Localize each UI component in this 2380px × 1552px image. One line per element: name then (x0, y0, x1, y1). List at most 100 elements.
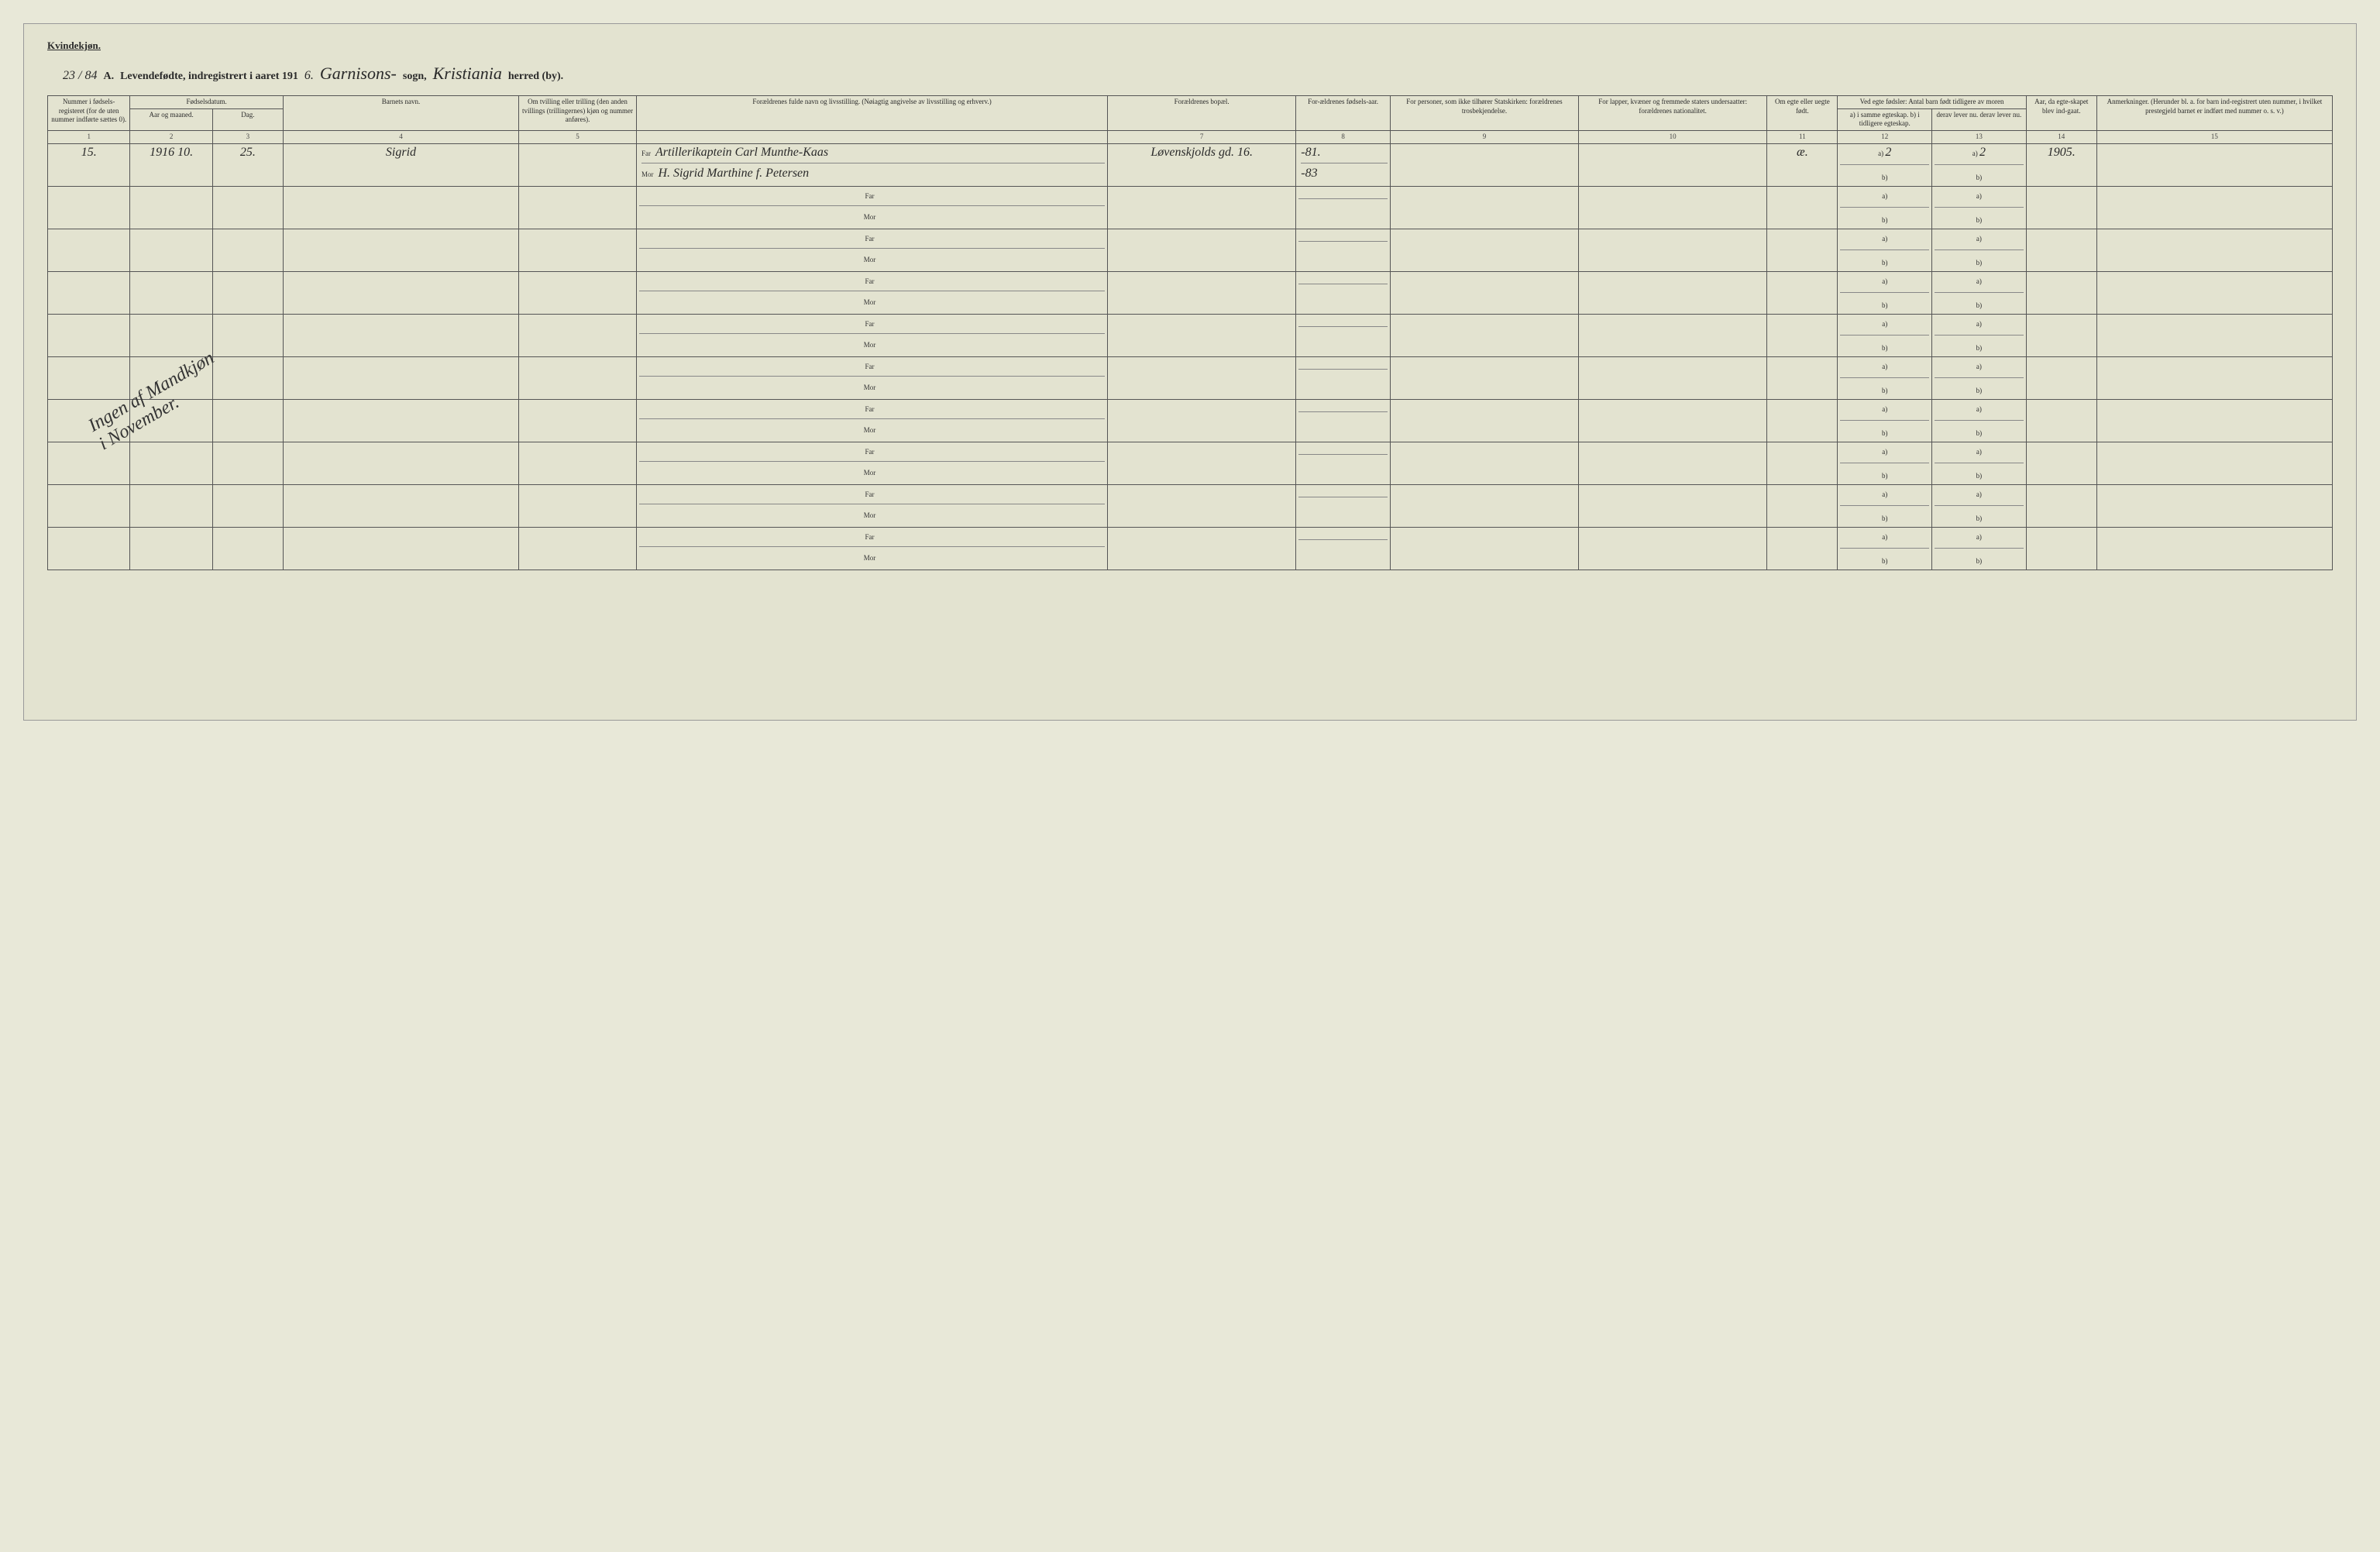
legitimacy (1767, 314, 1838, 356)
marriage-year (2026, 314, 2096, 356)
col-5-header: Om tvilling eller trilling (den anden tv… (519, 96, 637, 131)
row-number (48, 229, 130, 271)
child-name (283, 271, 518, 314)
parents-cell: Far Mor (637, 186, 1108, 229)
legitimacy (1767, 399, 1838, 442)
religion (1390, 399, 1578, 442)
table-row: Far Mor a) b) a) b) (48, 229, 2333, 271)
table-row: Far Mor a) b) a) b) (48, 186, 2333, 229)
marriage-year (2026, 271, 2096, 314)
herred-label: herred (by). (508, 71, 563, 83)
row-number (48, 186, 130, 229)
twin (519, 229, 637, 271)
column-number-row: 1 2 3 4 5 7 8 9 10 11 12 13 14 15 (48, 131, 2333, 144)
twin (519, 271, 637, 314)
nationality (1579, 442, 1767, 484)
ab-cell: a) b) (1838, 186, 1932, 229)
parents-cell: Far Mor (637, 356, 1108, 399)
col-8-header: For-ældrenes fødsels-aar. (1296, 96, 1391, 131)
nationality (1579, 484, 1767, 527)
residence (1108, 527, 1296, 570)
residence (1108, 229, 1296, 271)
religion (1390, 314, 1578, 356)
ab-cell: a) b) (1932, 484, 2027, 527)
ab-cell: a) b) (1932, 442, 2027, 484)
ab-cell: a) b) (1932, 271, 2027, 314)
birth-year-cell (1296, 527, 1391, 570)
ab-cell: a) b) (1838, 527, 1932, 570)
col-11-header: Om egte eller uegte født. (1767, 96, 1838, 131)
colnum-15: 15 (2096, 131, 2332, 144)
remarks (2096, 229, 2332, 271)
parents-cell: Far Mor (637, 399, 1108, 442)
residence (1108, 442, 1296, 484)
colnum-9: 9 (1390, 131, 1578, 144)
marriage-year (2026, 484, 2096, 527)
legitimacy (1767, 356, 1838, 399)
nationality (1579, 186, 1767, 229)
year-month (130, 314, 212, 356)
legitimacy: æ. (1767, 143, 1838, 186)
remarks (2096, 186, 2332, 229)
religion (1390, 527, 1578, 570)
table-row: Far Mor a) b) a) b) (48, 314, 2333, 356)
remarks (2096, 271, 2332, 314)
parents-cell: Far Mor (637, 484, 1108, 527)
residence (1108, 271, 1296, 314)
title-text: Levendefødte, indregistrert i aaret 191 (120, 71, 298, 83)
col-7-header: Forældrenes bopæl. (1108, 96, 1296, 131)
child-name (283, 314, 518, 356)
col-2-header: Aar og maaned. (130, 108, 212, 130)
row-number (48, 442, 130, 484)
ab-cell: a) b) (1932, 527, 2027, 570)
religion (1390, 484, 1578, 527)
residence (1108, 314, 1296, 356)
colnum-13: 13 (1932, 131, 2027, 144)
parents-cell: Far Mor (637, 229, 1108, 271)
nationality (1579, 356, 1767, 399)
religion (1390, 229, 1578, 271)
col-12-13-group-header: Ved egte fødsler: Antal barn født tidlig… (1838, 96, 2026, 109)
ab-cell: a) b) (1932, 314, 2027, 356)
ab-cell: a) b) (1838, 356, 1932, 399)
nationality (1579, 399, 1767, 442)
legitimacy (1767, 527, 1838, 570)
birth-year-cell (1296, 271, 1391, 314)
day (212, 229, 283, 271)
col-4-header: Barnets navn. (283, 96, 518, 131)
colnum-11: 11 (1767, 131, 1838, 144)
residence: Løvenskjolds gd. 16. (1108, 143, 1296, 186)
child-name (283, 356, 518, 399)
page-annotation: 23 / 84 (63, 69, 97, 83)
table-row: Far Mor a) b) a) b) (48, 484, 2333, 527)
col-6-header: Forældrenes fulde navn og livsstilling. … (637, 96, 1108, 131)
col-15-header: Anmerkninger. (Herunder bl. a. for barn … (2096, 96, 2332, 131)
birth-year-cell (1296, 442, 1391, 484)
colnum-10: 10 (1579, 131, 1767, 144)
year-month (130, 271, 212, 314)
religion (1390, 186, 1578, 229)
birth-year-cell (1296, 229, 1391, 271)
parents-cell: Far Mor (637, 527, 1108, 570)
child-name (283, 442, 518, 484)
day (212, 527, 283, 570)
colnum-6 (637, 131, 1108, 144)
nationality (1579, 314, 1767, 356)
year-month (130, 229, 212, 271)
ab-cell: a) b) (1838, 229, 1932, 271)
col-13-header: derav lever nu. derav lever nu. (1932, 108, 2027, 130)
marriage-year (2026, 399, 2096, 442)
year-month (130, 442, 212, 484)
col-14-header: Aar, da egte-skapet blev ind-gaat. (2026, 96, 2096, 131)
birth-year-cell (1296, 186, 1391, 229)
remarks (2096, 314, 2332, 356)
ab-cell: a) b) (1838, 484, 1932, 527)
register-page: Kvindekjøn. 23 / 84 A. Levendefødte, ind… (23, 23, 2357, 721)
row-number (48, 484, 130, 527)
day (212, 186, 283, 229)
herred-value: Kristiania (433, 64, 502, 84)
parents-cell: FarArtillerikaptein Carl Munthe-Kaas Mor… (637, 143, 1108, 186)
table-row: Far Mor a) b) a) b) (48, 271, 2333, 314)
colnum-7: 7 (1108, 131, 1296, 144)
colnum-2: 2 (130, 131, 212, 144)
